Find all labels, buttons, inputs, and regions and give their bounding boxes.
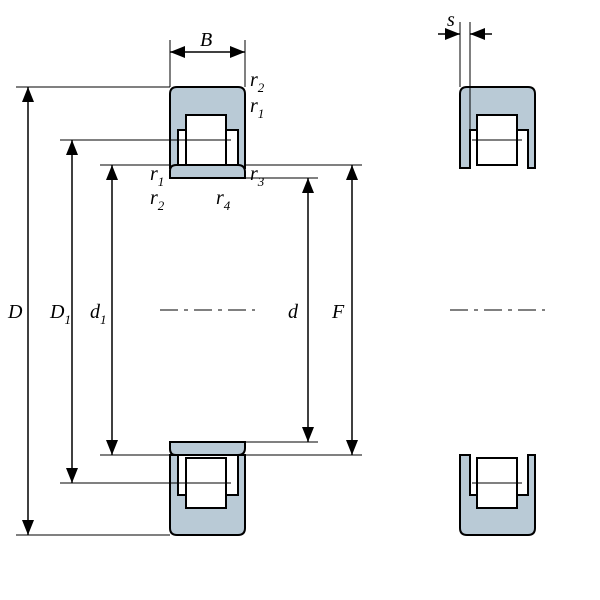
bearing-diagram: B s D D1 d1 d F r bbox=[0, 0, 600, 600]
label-r2-tr: r2 bbox=[250, 69, 265, 95]
label-r4: r4 bbox=[216, 187, 231, 213]
label-d: d bbox=[288, 301, 299, 323]
dim-F: F bbox=[245, 165, 362, 455]
label-r1-tr: r1 bbox=[250, 95, 264, 121]
dim-D: D bbox=[7, 87, 170, 535]
dim-s: s bbox=[438, 9, 492, 34]
label-D1: D1 bbox=[49, 301, 71, 327]
label-D: D bbox=[7, 301, 23, 323]
left-view bbox=[160, 40, 255, 535]
label-d1: d1 bbox=[90, 301, 107, 327]
dim-B: B bbox=[170, 29, 245, 52]
label-r3: r3 bbox=[250, 163, 265, 189]
label-F: F bbox=[331, 301, 345, 323]
dim-d: d bbox=[245, 178, 318, 442]
label-r2-bl: r2 bbox=[150, 187, 165, 213]
dim-D1: D1 bbox=[49, 140, 186, 483]
right-view bbox=[450, 22, 545, 535]
label-r1-bl: r1 bbox=[150, 163, 164, 189]
inner-ring-bot bbox=[170, 442, 245, 455]
label-B: B bbox=[200, 29, 212, 51]
label-s: s bbox=[447, 9, 455, 31]
inner-ring-top bbox=[170, 165, 245, 178]
